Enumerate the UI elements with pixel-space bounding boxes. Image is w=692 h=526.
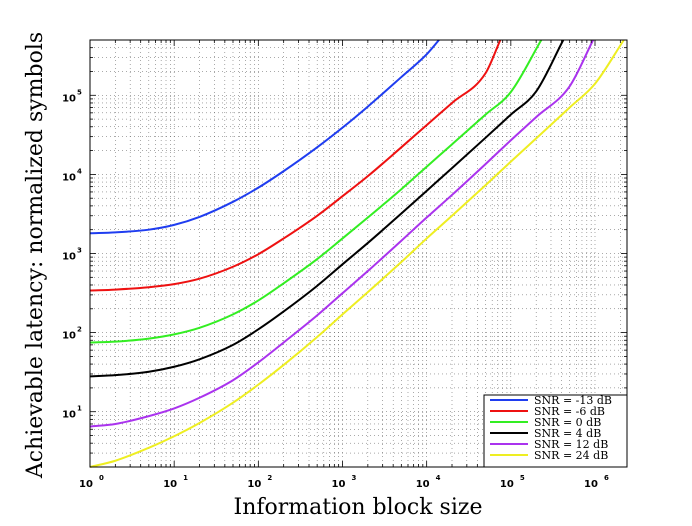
y-tick-exponent: 1 [77,405,82,413]
y-axis-label: Achievable latency: normalized symbols [23,32,48,479]
y-tick-label: 10 [62,331,76,342]
series-line-1 [89,39,502,292]
y-tick-exponent: 3 [77,247,82,255]
x-tick-exponent: 2 [267,474,272,482]
series-line-4 [89,39,595,428]
x-tick-label: 10 [247,479,261,490]
x-tick-exponent: 1 [183,474,188,482]
y-tick-exponent: 5 [77,88,82,96]
x-tick-exponent: 0 [99,474,104,482]
y-tick-label: 10 [62,93,76,104]
x-tick-exponent: 6 [604,474,609,482]
series-line-0 [89,39,440,235]
x-tick-exponent: 3 [351,474,356,482]
x-tick-label: 10 [163,479,177,490]
x-tick-labels: 10 0 10 1 10 2 10 3 10 4 10 5 10 6 [79,474,609,490]
y-tick-exponent: 4 [77,167,82,175]
y-tick-exponent: 2 [77,326,82,334]
y-tick-label: 10 [62,410,76,421]
series-line-2 [89,39,543,344]
x-tick-label: 10 [500,479,514,490]
legend-label: SNR = 12 dB [534,438,608,451]
x-tick-exponent: 4 [436,474,441,482]
legend-label: SNR = -6 dB [534,405,605,418]
x-tick-label: 10 [79,479,93,490]
x-tick-label: 10 [332,479,346,490]
x-tick-exponent: 5 [520,474,525,482]
x-tick-label: 10 [416,479,430,490]
x-axis-label: Information block size [234,495,483,520]
series-line-5 [89,39,625,468]
x-tick-label: 10 [584,479,598,490]
series-line-3 [89,39,565,378]
grid [89,39,627,468]
series-lines [89,39,625,468]
legend-label: SNR = -13 dB [534,394,612,407]
legend-label: SNR = 4 dB [534,427,601,440]
y-tick-label: 10 [62,172,76,183]
legend-label: SNR = 0 dB [534,416,601,429]
y-tick-label: 10 [62,252,76,263]
legend-label: SNR = 24 dB [534,449,608,462]
